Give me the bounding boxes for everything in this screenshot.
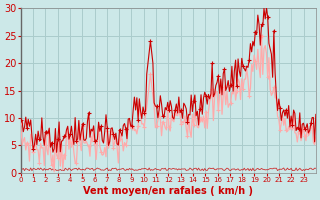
X-axis label: Vent moyen/en rafales ( km/h ): Vent moyen/en rafales ( km/h ) [83, 186, 253, 196]
